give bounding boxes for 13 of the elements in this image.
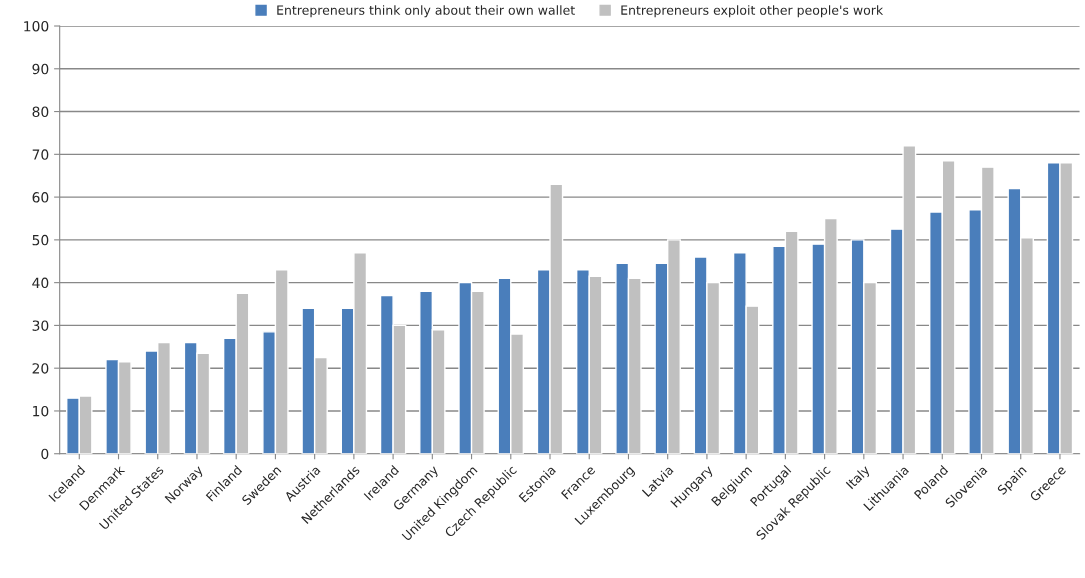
y-tick-label: 70 — [32, 149, 49, 160]
y-tick-label: 30 — [32, 320, 49, 331]
legend-label: Entrepreneurs exploit other people's work — [621, 5, 884, 18]
y-tick-label: 60 — [32, 192, 49, 203]
y-tick-label: 50 — [32, 234, 49, 246]
legend-label: Entrepreneurs think only about their own wallet — [277, 5, 575, 18]
y-tick-label: 20 — [32, 363, 49, 374]
y-tick-label: 80 — [32, 106, 49, 118]
y-tick-label: 90 — [32, 63, 49, 75]
y-tick-label: 0 — [41, 448, 49, 460]
y-tick-label: 40 — [32, 277, 49, 289]
y-tick-label: 100 — [24, 20, 49, 32]
y-tick-label: 10 — [33, 405, 49, 417]
